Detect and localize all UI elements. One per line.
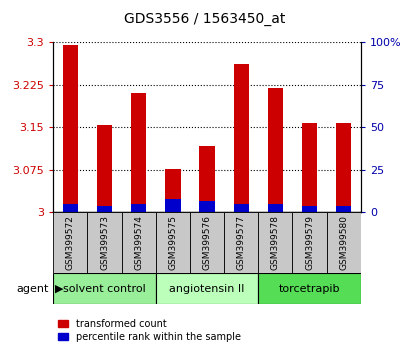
Text: agent: agent <box>17 284 49 293</box>
Bar <box>155 212 189 273</box>
Bar <box>63 204 78 212</box>
Text: GDS3556 / 1563450_at: GDS3556 / 1563450_at <box>124 12 285 27</box>
Text: GSM399574: GSM399574 <box>134 215 143 270</box>
Text: GSM399577: GSM399577 <box>236 215 245 270</box>
Bar <box>63 45 78 212</box>
Bar <box>224 212 258 273</box>
Text: GSM399576: GSM399576 <box>202 215 211 270</box>
Bar <box>53 212 87 273</box>
Text: solvent control: solvent control <box>63 284 146 293</box>
Bar <box>165 169 180 212</box>
Bar <box>301 123 317 212</box>
Text: GSM399579: GSM399579 <box>304 215 313 270</box>
Bar <box>97 125 112 212</box>
Bar <box>258 273 360 304</box>
Text: GSM399575: GSM399575 <box>168 215 177 270</box>
Bar <box>155 273 258 304</box>
Bar <box>87 212 121 273</box>
Bar <box>267 204 282 212</box>
Bar <box>335 206 351 212</box>
Bar <box>335 123 351 212</box>
Bar <box>165 199 180 212</box>
Text: GSM399578: GSM399578 <box>270 215 279 270</box>
Text: GSM399580: GSM399580 <box>338 215 347 270</box>
Legend: transformed count, percentile rank within the sample: transformed count, percentile rank withi… <box>58 319 240 342</box>
Text: torcetrapib: torcetrapib <box>278 284 339 293</box>
Bar <box>258 212 292 273</box>
Bar <box>121 212 155 273</box>
Bar <box>267 88 282 212</box>
Text: angiotensin II: angiotensin II <box>169 284 244 293</box>
Bar <box>199 145 214 212</box>
Text: ▶: ▶ <box>55 284 64 293</box>
Text: GSM399572: GSM399572 <box>66 215 75 270</box>
Bar <box>301 206 317 212</box>
Bar <box>233 64 248 212</box>
Bar <box>292 212 326 273</box>
Bar <box>189 212 224 273</box>
Bar <box>131 204 146 212</box>
Bar <box>131 93 146 212</box>
Text: GSM399573: GSM399573 <box>100 215 109 270</box>
Bar <box>199 200 214 212</box>
Bar <box>326 212 360 273</box>
Bar <box>233 204 248 212</box>
Bar <box>97 206 112 212</box>
Bar <box>53 273 155 304</box>
